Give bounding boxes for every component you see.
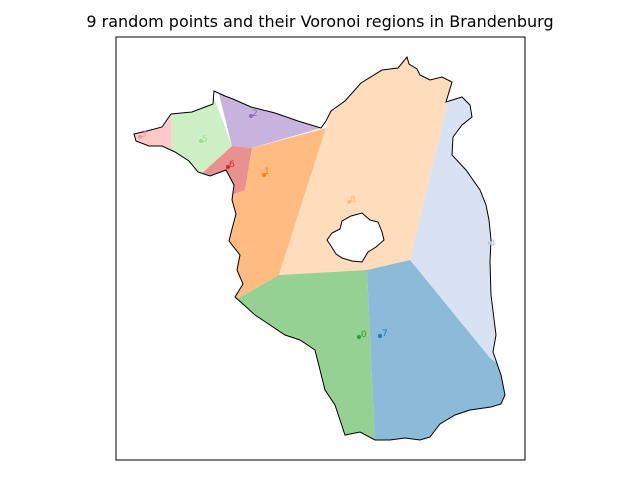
point-label-1: 1 <box>264 167 270 177</box>
point-label-4: 4 <box>490 239 496 249</box>
region-5 <box>171 95 232 176</box>
point-3: 3 <box>138 130 147 140</box>
point-4: 4 <box>488 239 496 249</box>
point-6: 6 <box>226 160 235 170</box>
map-title: 9 random points and their Voronoi region… <box>86 12 554 31</box>
point-0: 0 <box>357 330 367 340</box>
point-1: 1 <box>262 167 270 177</box>
plot-frame <box>115 36 526 461</box>
point-label-2: 2 <box>252 109 258 119</box>
point-label-0: 0 <box>361 330 367 340</box>
voronoi-regions <box>134 57 505 440</box>
point-8: 8 <box>347 195 356 205</box>
point-2: 2 <box>249 109 258 119</box>
region-8 <box>279 57 460 275</box>
point-label-5: 5 <box>202 135 208 145</box>
point-7: 7 <box>378 329 388 339</box>
point-label-7: 7 <box>382 329 388 339</box>
region-0 <box>220 270 375 440</box>
berlin-hole <box>326 212 385 263</box>
region-7 <box>367 260 505 440</box>
point-5: 5 <box>199 135 208 145</box>
point-label-3: 3 <box>141 130 147 140</box>
region-1 <box>220 128 326 300</box>
point-label-6: 6 <box>229 160 235 170</box>
point-label-8: 8 <box>350 195 356 205</box>
